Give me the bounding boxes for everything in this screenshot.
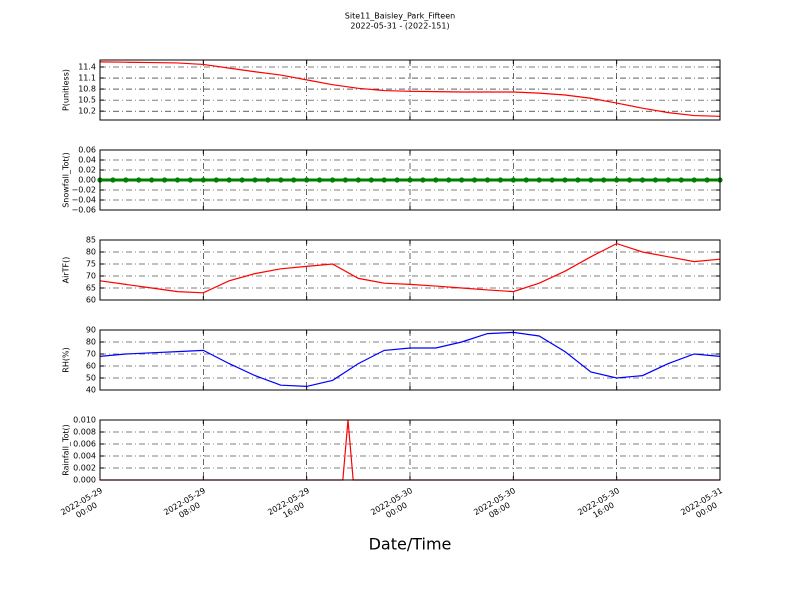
- data-point: [536, 177, 542, 183]
- data-point: [433, 177, 439, 183]
- y-tick-label: 80: [86, 338, 96, 347]
- data-point: [691, 177, 697, 183]
- data-point: [291, 177, 297, 183]
- data-point: [601, 177, 607, 183]
- plot-frame: [99, 329, 721, 391]
- y-tick-label: 60: [86, 296, 96, 305]
- data-point: [484, 177, 491, 183]
- data-point: [446, 177, 452, 183]
- data-point: [226, 177, 232, 183]
- y-tick-label: 90: [86, 326, 96, 335]
- data-point: [665, 177, 671, 183]
- data-point: [639, 177, 646, 183]
- plot-frame: [99, 59, 721, 121]
- data-point: [652, 177, 659, 183]
- data-point: [342, 177, 349, 183]
- data-point: [626, 177, 633, 183]
- y-tick-label: 0.04: [78, 156, 96, 165]
- y-tick-label: 60: [86, 362, 96, 371]
- data-point: [407, 177, 413, 183]
- data-point: [459, 177, 465, 183]
- data-point: [239, 177, 245, 183]
- data-point: [187, 177, 194, 183]
- data-point: [523, 177, 529, 183]
- y-tick-label: 70: [86, 350, 96, 359]
- plot-frame: [99, 239, 721, 301]
- data-point: [265, 177, 271, 183]
- data-point: [497, 177, 504, 183]
- y-tick-label: 0.008: [73, 428, 96, 437]
- data-point: [136, 177, 142, 183]
- data-point: [123, 177, 129, 183]
- y-tick-label: 0.02: [78, 166, 96, 175]
- data-point: [329, 177, 336, 183]
- data-point: [213, 177, 219, 183]
- data-point: [549, 177, 555, 183]
- plot-frame: [99, 149, 721, 211]
- y-tick-label: 75: [86, 260, 96, 269]
- y-tick-label: 85: [86, 236, 96, 245]
- data-point: [200, 177, 206, 183]
- data-point: [149, 177, 155, 183]
- y-tick-label: 0.06: [78, 146, 96, 155]
- data-point: [394, 177, 400, 183]
- y-tick-label: 50: [86, 374, 96, 383]
- y-axis-label: Rainfall_Tot(): [62, 424, 71, 476]
- y-tick-label: 10.8: [78, 85, 96, 94]
- y-tick-label: 80: [86, 248, 96, 257]
- chart-title: Site11_Baisley_Park_Fifteen: [345, 12, 455, 21]
- data-point: [562, 177, 568, 183]
- data-point: [704, 177, 710, 183]
- plot-frame: [99, 419, 721, 481]
- data-point: [161, 177, 168, 183]
- y-tick-label: 0.000: [73, 476, 96, 485]
- data-line: [99, 242, 721, 294]
- y-axis-label: P(unitless): [62, 69, 71, 111]
- data-point: [174, 177, 181, 183]
- y-tick-label: 70: [86, 272, 96, 281]
- y-axis-label: Snowfall_Tot(): [62, 152, 71, 208]
- y-tick-label: −0.02: [71, 186, 96, 195]
- y-tick-label: 10.5: [78, 96, 96, 105]
- data-point: [510, 177, 516, 183]
- data-point: [588, 177, 594, 183]
- y-tick-label: 11.4: [78, 62, 96, 71]
- data-point: [368, 177, 374, 183]
- data-point: [355, 177, 361, 183]
- x-axis-label: Date/Time: [369, 535, 452, 554]
- data-line: [99, 61, 721, 117]
- data-line: [99, 331, 721, 388]
- data-point: [316, 177, 323, 183]
- y-axis-label: RH(%): [62, 347, 71, 372]
- data-point: [304, 177, 310, 183]
- data-point: [614, 177, 620, 183]
- y-tick-label: 0.004: [73, 452, 96, 461]
- data-point: [575, 177, 581, 183]
- data-point: [420, 177, 426, 183]
- y-tick-label: 10.2: [78, 107, 96, 116]
- data-point: [252, 177, 258, 183]
- data-point: [381, 177, 387, 183]
- y-tick-label: 0.00: [78, 176, 96, 185]
- y-tick-label: 0.002: [73, 464, 96, 473]
- y-tick-label: 0.006: [73, 440, 96, 449]
- y-tick-label: −0.06: [71, 206, 96, 215]
- y-axis-label: AirTF(): [62, 257, 71, 284]
- data-point: [471, 177, 478, 183]
- y-tick-label: 65: [86, 284, 96, 293]
- chart-subtitle: 2022-05-31 - (2022-151): [350, 22, 449, 31]
- y-tick-label: 0.010: [73, 416, 96, 425]
- data-point: [278, 177, 284, 183]
- data-point: [110, 177, 116, 183]
- y-tick-label: −0.04: [71, 196, 96, 205]
- y-tick-label: 40: [86, 386, 96, 395]
- y-tick-label: 11.1: [78, 74, 96, 83]
- data-point: [678, 177, 684, 183]
